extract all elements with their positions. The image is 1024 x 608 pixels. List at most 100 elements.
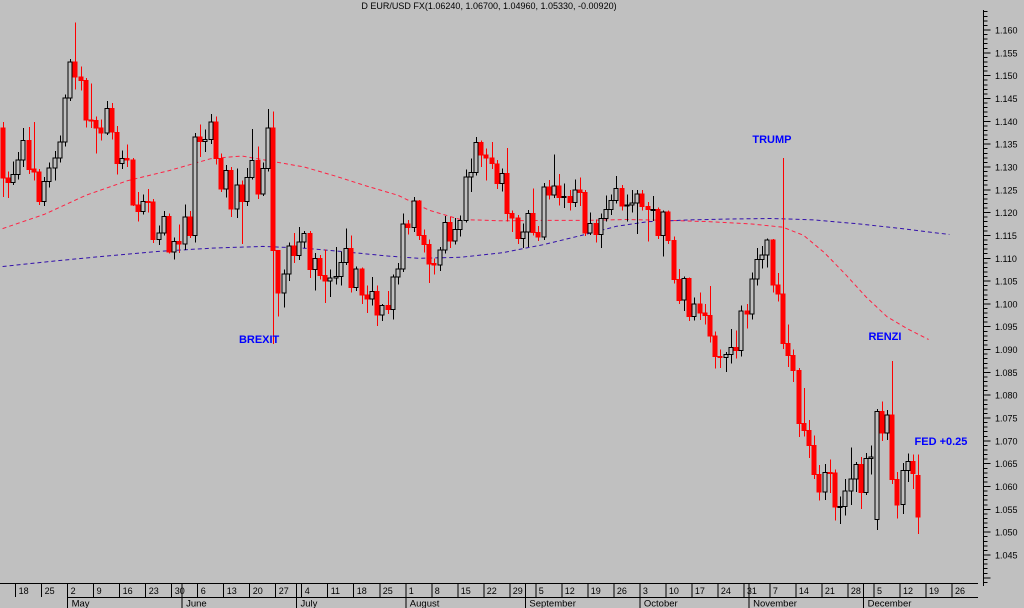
candle-body: [478, 141, 484, 156]
candle-body: [213, 121, 219, 159]
candle-body: [364, 294, 370, 300]
week-tick-label: 2: [71, 586, 76, 596]
y-axis-label: 1.065: [995, 459, 1018, 469]
y-axis-label: 1.150: [995, 71, 1018, 81]
candle-body: [124, 157, 130, 161]
candle-body: [525, 213, 531, 233]
candle-body: [535, 232, 541, 238]
candle-body: [119, 157, 125, 164]
candle-body: [650, 208, 656, 211]
annotation-brexit: BREXIT: [238, 334, 280, 347]
candle-body: [884, 414, 890, 434]
week-tick-label: 18: [357, 586, 367, 596]
month-label: September: [529, 599, 575, 608]
week-tick-label: 10: [669, 586, 679, 596]
candle-body: [374, 291, 380, 316]
y-axis-label: 1.075: [995, 414, 1018, 424]
candle-body: [41, 181, 47, 203]
week-tick-label: 22: [487, 586, 497, 596]
candle-body: [348, 248, 354, 288]
annotation-trump: TRUMP: [752, 133, 792, 146]
week-tick-label: 9: [97, 586, 102, 596]
week-tick-label: 7: [773, 586, 778, 596]
candle-body: [775, 284, 781, 295]
candle-body: [192, 136, 198, 236]
candle-body: [879, 411, 885, 434]
week-tick-label: 12: [903, 586, 913, 596]
y-axis-label: 1.130: [995, 163, 1018, 173]
candle-body: [150, 201, 156, 241]
y-axis-label: 1.090: [995, 345, 1018, 355]
week-tick-label: 4: [305, 586, 310, 596]
y-axis-label: 1.135: [995, 140, 1018, 150]
week-tick-label: 26: [617, 586, 627, 596]
y-axis-label: 1.055: [995, 505, 1018, 515]
annotation-fed-rate-hike: FED +0.25: [914, 436, 968, 449]
candle-body: [255, 160, 261, 195]
candle-body: [244, 177, 250, 203]
candle-body: [182, 216, 188, 245]
y-axis-label: 1.060: [995, 482, 1018, 492]
candle-body: [10, 174, 16, 183]
candle-body: [57, 141, 63, 159]
candle-body: [749, 278, 755, 315]
candle-body: [868, 456, 874, 460]
candle-body: [733, 346, 739, 351]
candle-body: [31, 168, 37, 173]
candle-body: [676, 278, 682, 301]
candle-body: [296, 241, 302, 257]
month-label: August: [410, 599, 440, 608]
candle-body: [785, 343, 791, 357]
candle-body: [556, 185, 562, 199]
week-tick-label: 3: [643, 586, 648, 596]
candle-body: [67, 61, 73, 99]
candle-body: [738, 310, 744, 352]
candle-body: [613, 187, 619, 202]
candle-body: [515, 217, 521, 240]
week-tick-label: 26: [955, 586, 965, 596]
candle-body: [744, 310, 750, 315]
candle-body: [36, 171, 42, 203]
candle-body: [806, 429, 812, 446]
week-tick-label: 8: [435, 586, 440, 596]
candle-body: [286, 245, 292, 275]
week-tick-label: 17: [695, 586, 705, 596]
candle-body: [639, 193, 645, 208]
candle-body: [166, 215, 172, 253]
candle-body: [754, 259, 760, 280]
week-tick-label: 1: [409, 586, 414, 596]
candle-body: [223, 170, 229, 190]
candle-body: [619, 187, 625, 207]
candle-body: [811, 444, 817, 476]
candle-body: [145, 201, 151, 204]
candle-body: [691, 303, 697, 318]
candle-body: [0, 127, 6, 179]
y-axis-label: 1.120: [995, 208, 1018, 218]
month-label: December: [868, 599, 912, 608]
y-axis-label: 1.115: [995, 231, 1017, 241]
candle-body: [426, 244, 432, 265]
candle-body: [260, 167, 266, 195]
candle-body: [801, 423, 807, 431]
month-label: July: [301, 599, 318, 608]
candle-body: [842, 490, 848, 508]
y-axis-label: 1.085: [995, 368, 1018, 378]
week-tick-label: 19: [591, 586, 601, 596]
candle-body: [291, 245, 297, 256]
candle-body: [723, 354, 729, 358]
candle-body: [504, 172, 510, 215]
candle-body: [369, 291, 375, 300]
candle-body: [463, 176, 469, 221]
candles-layer: [0, 22, 921, 534]
candle-body: [437, 249, 443, 266]
candle-body: [78, 76, 84, 82]
y-axis-label: 1.145: [995, 94, 1018, 104]
candle-body: [499, 172, 505, 184]
candle-body: [541, 186, 547, 238]
candle-body: [707, 314, 713, 337]
y-axis-label: 1.095: [995, 322, 1018, 332]
candle-body: [161, 215, 167, 234]
week-tick-label: 19: [929, 586, 939, 596]
candle-body: [46, 167, 52, 183]
